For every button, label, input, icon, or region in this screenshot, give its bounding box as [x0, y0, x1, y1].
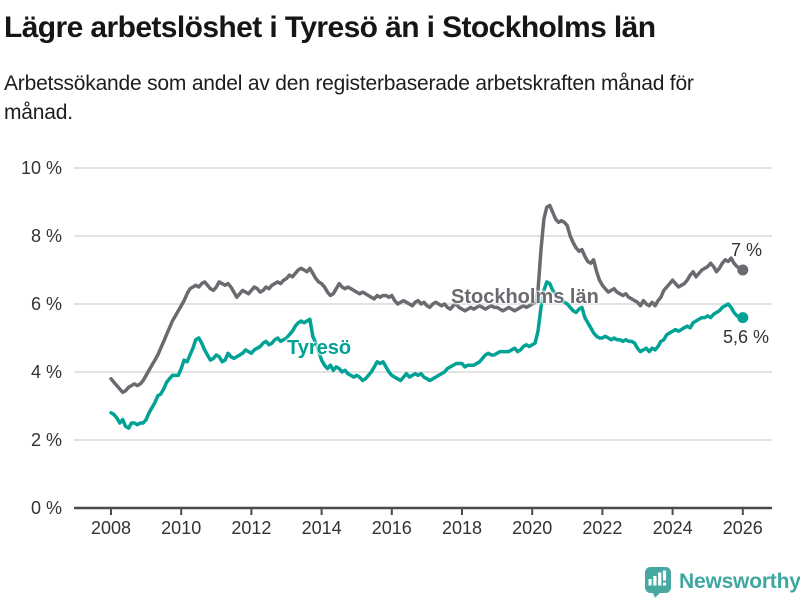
x-axis-tick-label: 2024: [653, 518, 693, 538]
end-value-label-stockholms-lan: 7 %: [731, 240, 763, 260]
x-axis-tick-label: 2018: [442, 518, 482, 538]
end-value-label-tyreso: 5,6 %: [723, 327, 770, 347]
end-dot-stockholms-l-n: [737, 264, 749, 276]
x-axis-tick-label: 2022: [582, 518, 622, 538]
y-axis-tick-label: 0 %: [31, 498, 62, 518]
y-axis-tick-label: 6 %: [31, 294, 62, 314]
y-axis-tick-label: 10 %: [21, 158, 62, 178]
chart-subtitle: Arbetssökande som andel av den registerb…: [4, 72, 694, 124]
newsworthy-wordmark: Newsworthy: [679, 570, 800, 593]
y-axis-tick-label: 2 %: [31, 430, 62, 450]
newsworthy-logo-icon: [644, 566, 672, 598]
series-label-tyreso: Tyresö: [287, 337, 352, 359]
x-axis-tick-label: 2010: [161, 518, 201, 538]
x-axis-tick-label: 2016: [372, 518, 412, 538]
line-stockholms-l-n: [109, 203, 745, 395]
x-axis-tick-label: 2014: [302, 518, 342, 538]
chart-title: Lägre arbetslöshet i Tyresö än i Stockho…: [4, 11, 656, 44]
newsworthy-branding: Newsworthy: [644, 566, 800, 598]
y-axis-tick-label: 8 %: [31, 226, 62, 246]
y-axis-tick-label: 4 %: [31, 362, 62, 382]
line-tyres-: [109, 280, 745, 430]
series-label-stockholms-lan: Stockholms län: [451, 286, 599, 308]
x-axis-tick-label: 2012: [231, 518, 271, 538]
x-axis-tick-label: 2026: [723, 518, 763, 538]
x-axis-tick-label: 2020: [512, 518, 552, 538]
x-axis-tick-label: 2008: [91, 518, 131, 538]
end-dot-tyres-: [737, 312, 749, 324]
